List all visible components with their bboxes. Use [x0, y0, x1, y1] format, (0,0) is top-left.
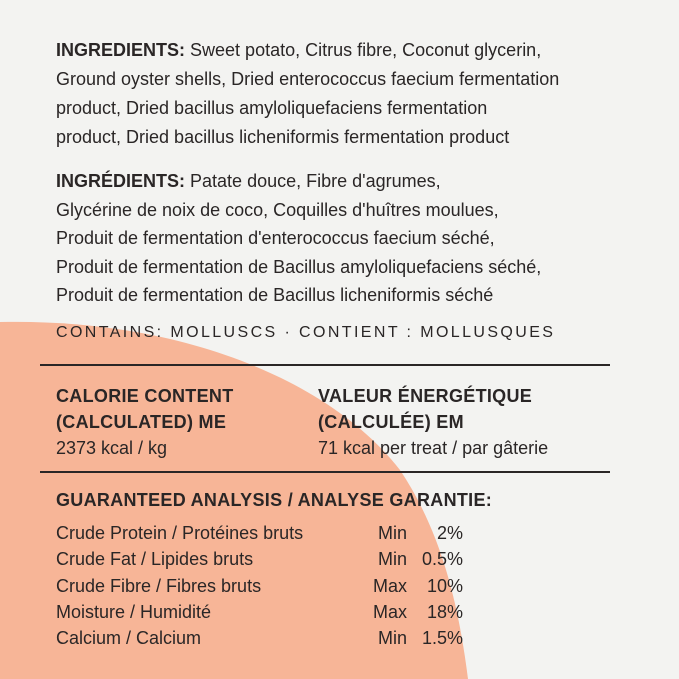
- divider: [40, 471, 610, 473]
- ingredients-line: Patate douce, Fibre d'agrumes,: [190, 171, 441, 191]
- analysis-row: Crude Protein / Protéines bruts Min 2%: [56, 520, 463, 546]
- nutrient-name: Crude Fat / Lipides bruts: [56, 549, 254, 570]
- nutrient-qualifier: Min: [377, 549, 407, 570]
- ingredients-line: Sweet potato, Citrus fibre, Coconut glyc…: [190, 40, 542, 60]
- nutrient-value: 0.5%: [421, 549, 463, 570]
- calorie-content-french: VALEUR ÉNERGÉTIQUE (CALCULÉE) EM 71 kcal…: [318, 383, 548, 461]
- ingredients-french: INGRÉDIENTS: Patate douce, Fibre d'agrum…: [56, 167, 541, 310]
- ingredients-label: INGRÉDIENTS:: [56, 171, 186, 191]
- calorie-value: 71 kcal per treat / par gâterie: [318, 438, 549, 458]
- guaranteed-analysis-title: GUARANTEED ANALYSIS / ANALYSE GARANTIE:: [56, 490, 493, 510]
- ingredients-line: Glycérine de noix de coco, Coquilles d'h…: [56, 199, 499, 220]
- divider: [40, 364, 610, 366]
- analysis-row: Moisture / Humidité Max 18%: [56, 599, 463, 625]
- nutrient-qualifier: Min: [377, 628, 407, 649]
- ingredients-line: Produit de fermentation d'enterococcus f…: [56, 228, 495, 248]
- nutrient-value: 18%: [426, 601, 463, 622]
- calorie-title: (CALCULATED) ME: [56, 412, 227, 432]
- ingredients-line: product, Dried bacillus licheniformis fe…: [56, 127, 510, 147]
- nutrient-qualifier: Min: [377, 523, 407, 543]
- nutrient-qualifier: Max: [372, 575, 407, 596]
- calorie-title: (CALCULÉE) EM: [318, 412, 464, 432]
- nutrient-qualifier: Max: [372, 601, 407, 622]
- calorie-content-english: CALORIE CONTENT (CALCULATED) ME 2373 kca…: [56, 383, 234, 461]
- nutrient-name: Crude Protein / Protéines bruts: [56, 523, 304, 543]
- nutrient-name: Moisture / Humidité: [56, 601, 212, 622]
- analysis-row: Calcium / Calcium Min 1.5%: [56, 625, 463, 651]
- nutrient-value: 10%: [426, 575, 463, 596]
- ingredients-line: Produit de fermentation de Bacillus lich…: [56, 285, 494, 305]
- nutrient-value: 1.5%: [421, 628, 463, 649]
- ingredients-line: Produit de fermentation de Bacillus amyl…: [56, 256, 542, 277]
- analysis-row: Crude Fibre / Fibres bruts Max 10%: [56, 573, 463, 599]
- analysis-row: Crude Fat / Lipides bruts Min 0.5%: [56, 546, 463, 572]
- ingredients-label: INGREDIENTS:: [56, 40, 186, 60]
- nutrient-name: Calcium / Calcium: [56, 628, 202, 649]
- nutrient-value: 2%: [436, 523, 463, 543]
- ingredients-line: product, Dried bacillus amyloliquefacien…: [56, 98, 488, 118]
- allergen-statement: CONTAINS: MOLLUSCS · CONTIENT : MOLLUSQU…: [56, 324, 556, 341]
- calorie-title: VALEUR ÉNERGÉTIQUE: [318, 386, 533, 406]
- nutrient-name: Crude Fibre / Fibres bruts: [56, 575, 262, 596]
- ingredients-line: Ground oyster shells, Dried enterococcus…: [56, 69, 560, 89]
- calorie-title: CALORIE CONTENT: [56, 386, 234, 406]
- calorie-value: 2373 kcal / kg: [56, 438, 168, 458]
- ingredients-english: INGREDIENTS: Sweet potato, Citrus fibre,…: [56, 36, 559, 152]
